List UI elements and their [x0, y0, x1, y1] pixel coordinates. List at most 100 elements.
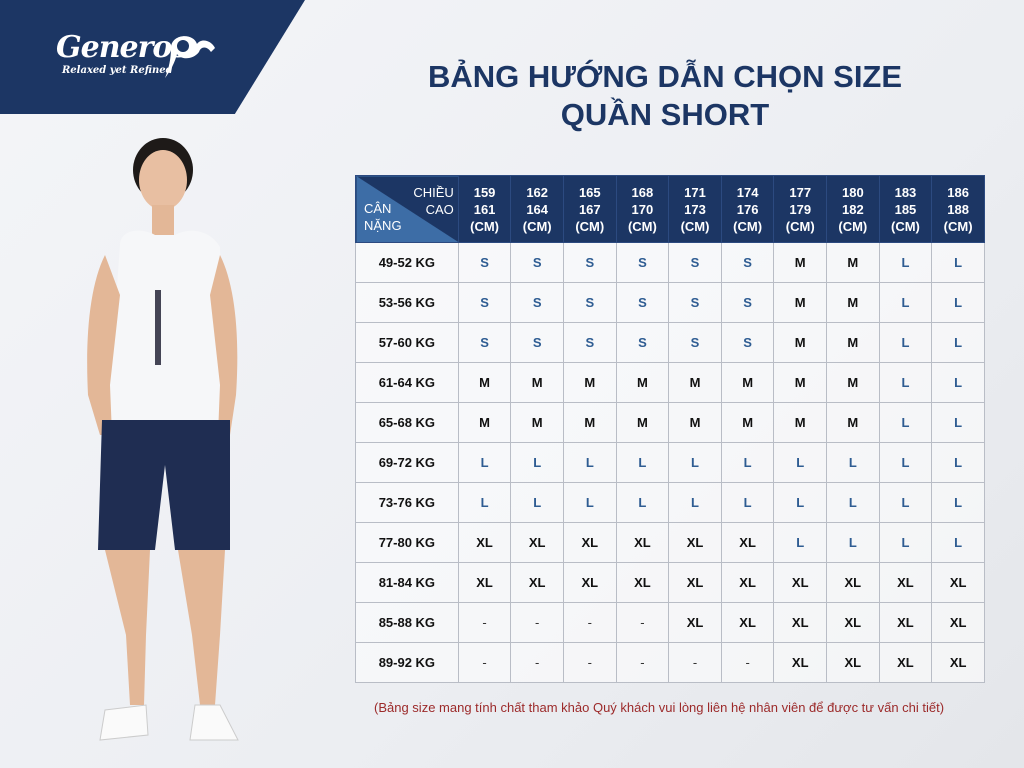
size-cell: XL — [878, 562, 933, 603]
weight-cell: 81-84 KG — [355, 562, 459, 603]
size-cell: S — [457, 282, 512, 323]
size-cell: XL — [931, 642, 985, 683]
size-cell: XL — [562, 562, 617, 603]
weight-label: CÂN — [364, 201, 392, 216]
weight-cell: 77-80 KG — [355, 522, 459, 563]
height-value: 183 — [894, 184, 917, 200]
size-cell: M — [720, 402, 775, 443]
size-cell: L — [457, 442, 512, 483]
height-value: 174 — [736, 184, 759, 200]
size-cell: XL — [878, 642, 933, 683]
height-label: CHIỀU — [413, 185, 454, 200]
size-cell: L — [615, 482, 670, 523]
size-cell: L — [931, 402, 985, 443]
weight-cell: 85-88 KG — [355, 602, 459, 643]
size-cell: XL — [878, 602, 933, 643]
size-cell: L — [878, 522, 933, 563]
size-cell: S — [615, 242, 670, 283]
size-cell: XL — [615, 522, 670, 563]
size-cell: L — [773, 482, 828, 523]
height-value: 159 — [473, 184, 496, 200]
height-value: 188 — [947, 201, 969, 217]
size-cell: L — [878, 442, 933, 483]
size-cell: XL — [510, 562, 564, 603]
size-cell: S — [510, 242, 564, 283]
size-cell: L — [510, 442, 564, 483]
size-cell: XL — [773, 602, 828, 643]
size-cell: XL — [457, 562, 512, 603]
size-cell: M — [457, 402, 512, 443]
size-cell: XL — [668, 562, 722, 603]
size-cell: M — [826, 402, 880, 443]
model-photo — [87, 138, 239, 741]
height-value: (CM) — [627, 218, 657, 234]
size-cell: M — [562, 402, 617, 443]
height-value: 182 — [841, 201, 864, 217]
height-value: 167 — [578, 201, 601, 217]
size-cell: XL — [720, 562, 775, 603]
size-cell: S — [720, 242, 775, 283]
size-cell: - — [510, 602, 564, 643]
height-value: (CM) — [733, 218, 763, 234]
size-cell: S — [720, 322, 775, 363]
size-cell: M — [615, 402, 670, 443]
size-cell: L — [615, 442, 670, 483]
size-cell: S — [668, 282, 722, 323]
height-value: (CM) — [943, 218, 973, 234]
table-row: 65-68 KG M M M M M M M M L L — [355, 402, 985, 443]
size-chart-table: CHIỀU CAO CÂN NẶNG 159 161 (CM) 162 164 (CM) 165… — [355, 175, 985, 683]
ram-logo-icon — [165, 36, 215, 78]
size-cell: XL — [931, 602, 985, 643]
size-cell: M — [457, 362, 512, 403]
height-value: 165 — [578, 184, 601, 200]
height-value: (CM) — [575, 218, 605, 234]
size-cell: - — [720, 642, 775, 683]
height-value: (CM) — [785, 218, 815, 234]
size-cell: L — [668, 482, 722, 523]
size-cell: M — [773, 282, 828, 323]
size-cell: L — [878, 322, 933, 363]
height-value: 173 — [684, 201, 706, 217]
size-cell: S — [562, 282, 617, 323]
size-cell: - — [615, 642, 670, 683]
weight-cell: 49-52 KG — [355, 242, 459, 283]
page-title: BẢNG HƯỚNG DẪN CHỌN SIZE — [427, 59, 903, 94]
size-cell: M — [510, 402, 564, 443]
size-cell: L — [562, 482, 617, 523]
size-cell: M — [615, 362, 670, 403]
size-cell: XL — [826, 602, 880, 643]
weight-label: NẶNG — [364, 218, 402, 233]
height-value: 168 — [631, 184, 654, 200]
size-cell: XL — [668, 602, 722, 643]
table-row: 81-84 KG XL XL XL XL XL XL XL XL XL XL — [355, 562, 985, 603]
height-label: CAO — [425, 202, 454, 217]
size-cell: S — [668, 242, 722, 283]
table-row: 89-92 KG - - - - - - XL XL XL XL — [355, 642, 985, 683]
height-column-header: 162 164 (CM) — [510, 175, 564, 243]
height-value: 176 — [736, 201, 759, 217]
height-value: (CM) — [522, 218, 552, 234]
height-column-header: 168 170 (CM) — [615, 175, 670, 243]
size-cell: L — [826, 482, 880, 523]
size-cell: S — [562, 242, 617, 283]
height-value: (CM) — [680, 218, 710, 234]
table-row: 69-72 KG L L L L L L L L L L — [355, 442, 985, 483]
weight-cell: 61-64 KG — [355, 362, 459, 403]
size-cell: S — [457, 322, 512, 363]
size-cell: XL — [720, 602, 775, 643]
size-cell: S — [668, 322, 722, 363]
brand-tagline: Relaxed yet Refined — [62, 65, 173, 76]
height-value: 185 — [894, 201, 917, 217]
height-value: 180 — [841, 184, 864, 200]
size-cell: L — [510, 482, 564, 523]
size-cell: L — [720, 442, 775, 483]
height-column-header: 159 161 (CM) — [457, 175, 512, 243]
table-row: 73-76 KG L L L L L L L L L L — [355, 482, 985, 523]
weight-cell: 53-56 KG — [355, 282, 459, 323]
size-cell: S — [615, 322, 670, 363]
size-cell: XL — [668, 522, 722, 563]
size-cell: XL — [510, 522, 564, 563]
size-cell: - — [615, 602, 670, 643]
page-subtitle: QUẦN SHORT — [560, 97, 770, 132]
size-cell: L — [878, 282, 933, 323]
